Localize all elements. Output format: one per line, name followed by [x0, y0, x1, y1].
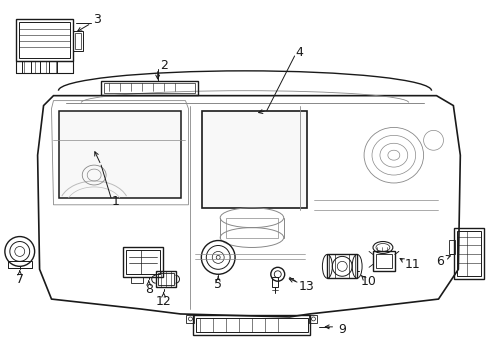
Bar: [75, 33, 81, 49]
Bar: [131, 277, 143, 283]
Bar: [376, 255, 392, 268]
Bar: [8, 261, 32, 268]
Bar: [327, 255, 357, 278]
Bar: [74, 31, 83, 51]
Bar: [19, 22, 71, 58]
Text: 11: 11: [405, 258, 420, 271]
Bar: [101, 81, 198, 95]
Bar: [16, 19, 74, 61]
Bar: [194, 315, 311, 335]
Text: 3: 3: [93, 13, 101, 26]
Bar: [123, 247, 163, 277]
Text: 5: 5: [214, 278, 222, 291]
Text: 2: 2: [160, 59, 168, 72]
Bar: [449, 239, 455, 255]
Text: 6: 6: [437, 255, 444, 268]
Bar: [373, 251, 395, 271]
Text: 10: 10: [361, 275, 377, 288]
Bar: [196, 318, 308, 332]
Bar: [202, 111, 307, 208]
Text: 12: 12: [156, 294, 171, 307]
Bar: [310, 315, 318, 323]
Text: 4: 4: [295, 46, 303, 59]
Bar: [59, 111, 180, 198]
Text: 13: 13: [298, 280, 315, 293]
Bar: [104, 83, 196, 93]
Bar: [272, 277, 278, 287]
Bar: [158, 273, 173, 285]
Bar: [226, 218, 278, 238]
Bar: [454, 228, 484, 279]
Bar: [457, 231, 481, 276]
Bar: [126, 251, 160, 274]
Text: 1: 1: [112, 195, 120, 208]
Text: 7: 7: [16, 273, 24, 286]
Text: 9: 9: [338, 323, 346, 336]
Bar: [156, 271, 175, 287]
Bar: [187, 315, 195, 323]
Text: 8: 8: [145, 283, 153, 296]
